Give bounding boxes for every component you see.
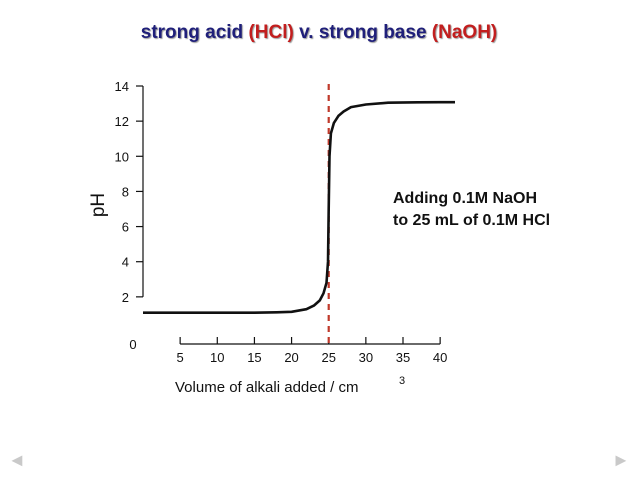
x-axis-label: Volume of alkali added / cm <box>175 379 358 396</box>
y-tick-label: 4 <box>122 255 129 270</box>
title-base-text: v. strong base <box>293 22 432 43</box>
slide-title: strong acid (HCl) v. strong base (NaOH) <box>0 22 638 44</box>
x-tick-label: 15 <box>247 350 261 365</box>
y-tick-label: 12 <box>115 114 129 129</box>
origin-tick-label: 0 <box>129 337 136 352</box>
y-tick-label: 14 <box>115 79 129 94</box>
title-acid-formula: (HCl) <box>248 22 294 43</box>
x-tick-label: 10 <box>210 350 224 365</box>
next-slide-button[interactable]: ► <box>612 450 630 470</box>
titration-annotation: Adding 0.1M NaOH to 25 mL of 0.1M HCl <box>393 188 550 232</box>
previous-slide-button[interactable]: ◄ <box>8 450 26 470</box>
x-axis-unit-superscript: 3 <box>399 375 405 387</box>
title-acid-text: strong acid <box>140 22 249 43</box>
y-tick-label: 2 <box>122 290 129 305</box>
x-tick-label: 25 <box>321 350 335 365</box>
x-tick-label: 30 <box>359 350 373 365</box>
annotation-line-1: Adding 0.1M NaOH <box>393 190 538 207</box>
y-tick-label: 6 <box>122 220 129 235</box>
y-tick-label: 10 <box>115 149 129 164</box>
y-axis-label: pH <box>88 193 109 217</box>
annotation-line-2: to 25 mL of 0.1M HCl <box>393 212 551 229</box>
chart-ticks: 2 4 6 8 10 12 14 0 5 10 15 20 25 30 35 40 <box>115 79 448 365</box>
x-tick-label: 5 <box>177 350 184 365</box>
x-tick-label: 40 <box>433 350 447 365</box>
x-tick-label: 20 <box>284 350 298 365</box>
x-tick-label: 35 <box>396 350 410 365</box>
y-tick-label: 8 <box>122 184 129 199</box>
titration-curve <box>143 100 455 314</box>
title-base-formula: (NaOH) <box>431 22 498 43</box>
